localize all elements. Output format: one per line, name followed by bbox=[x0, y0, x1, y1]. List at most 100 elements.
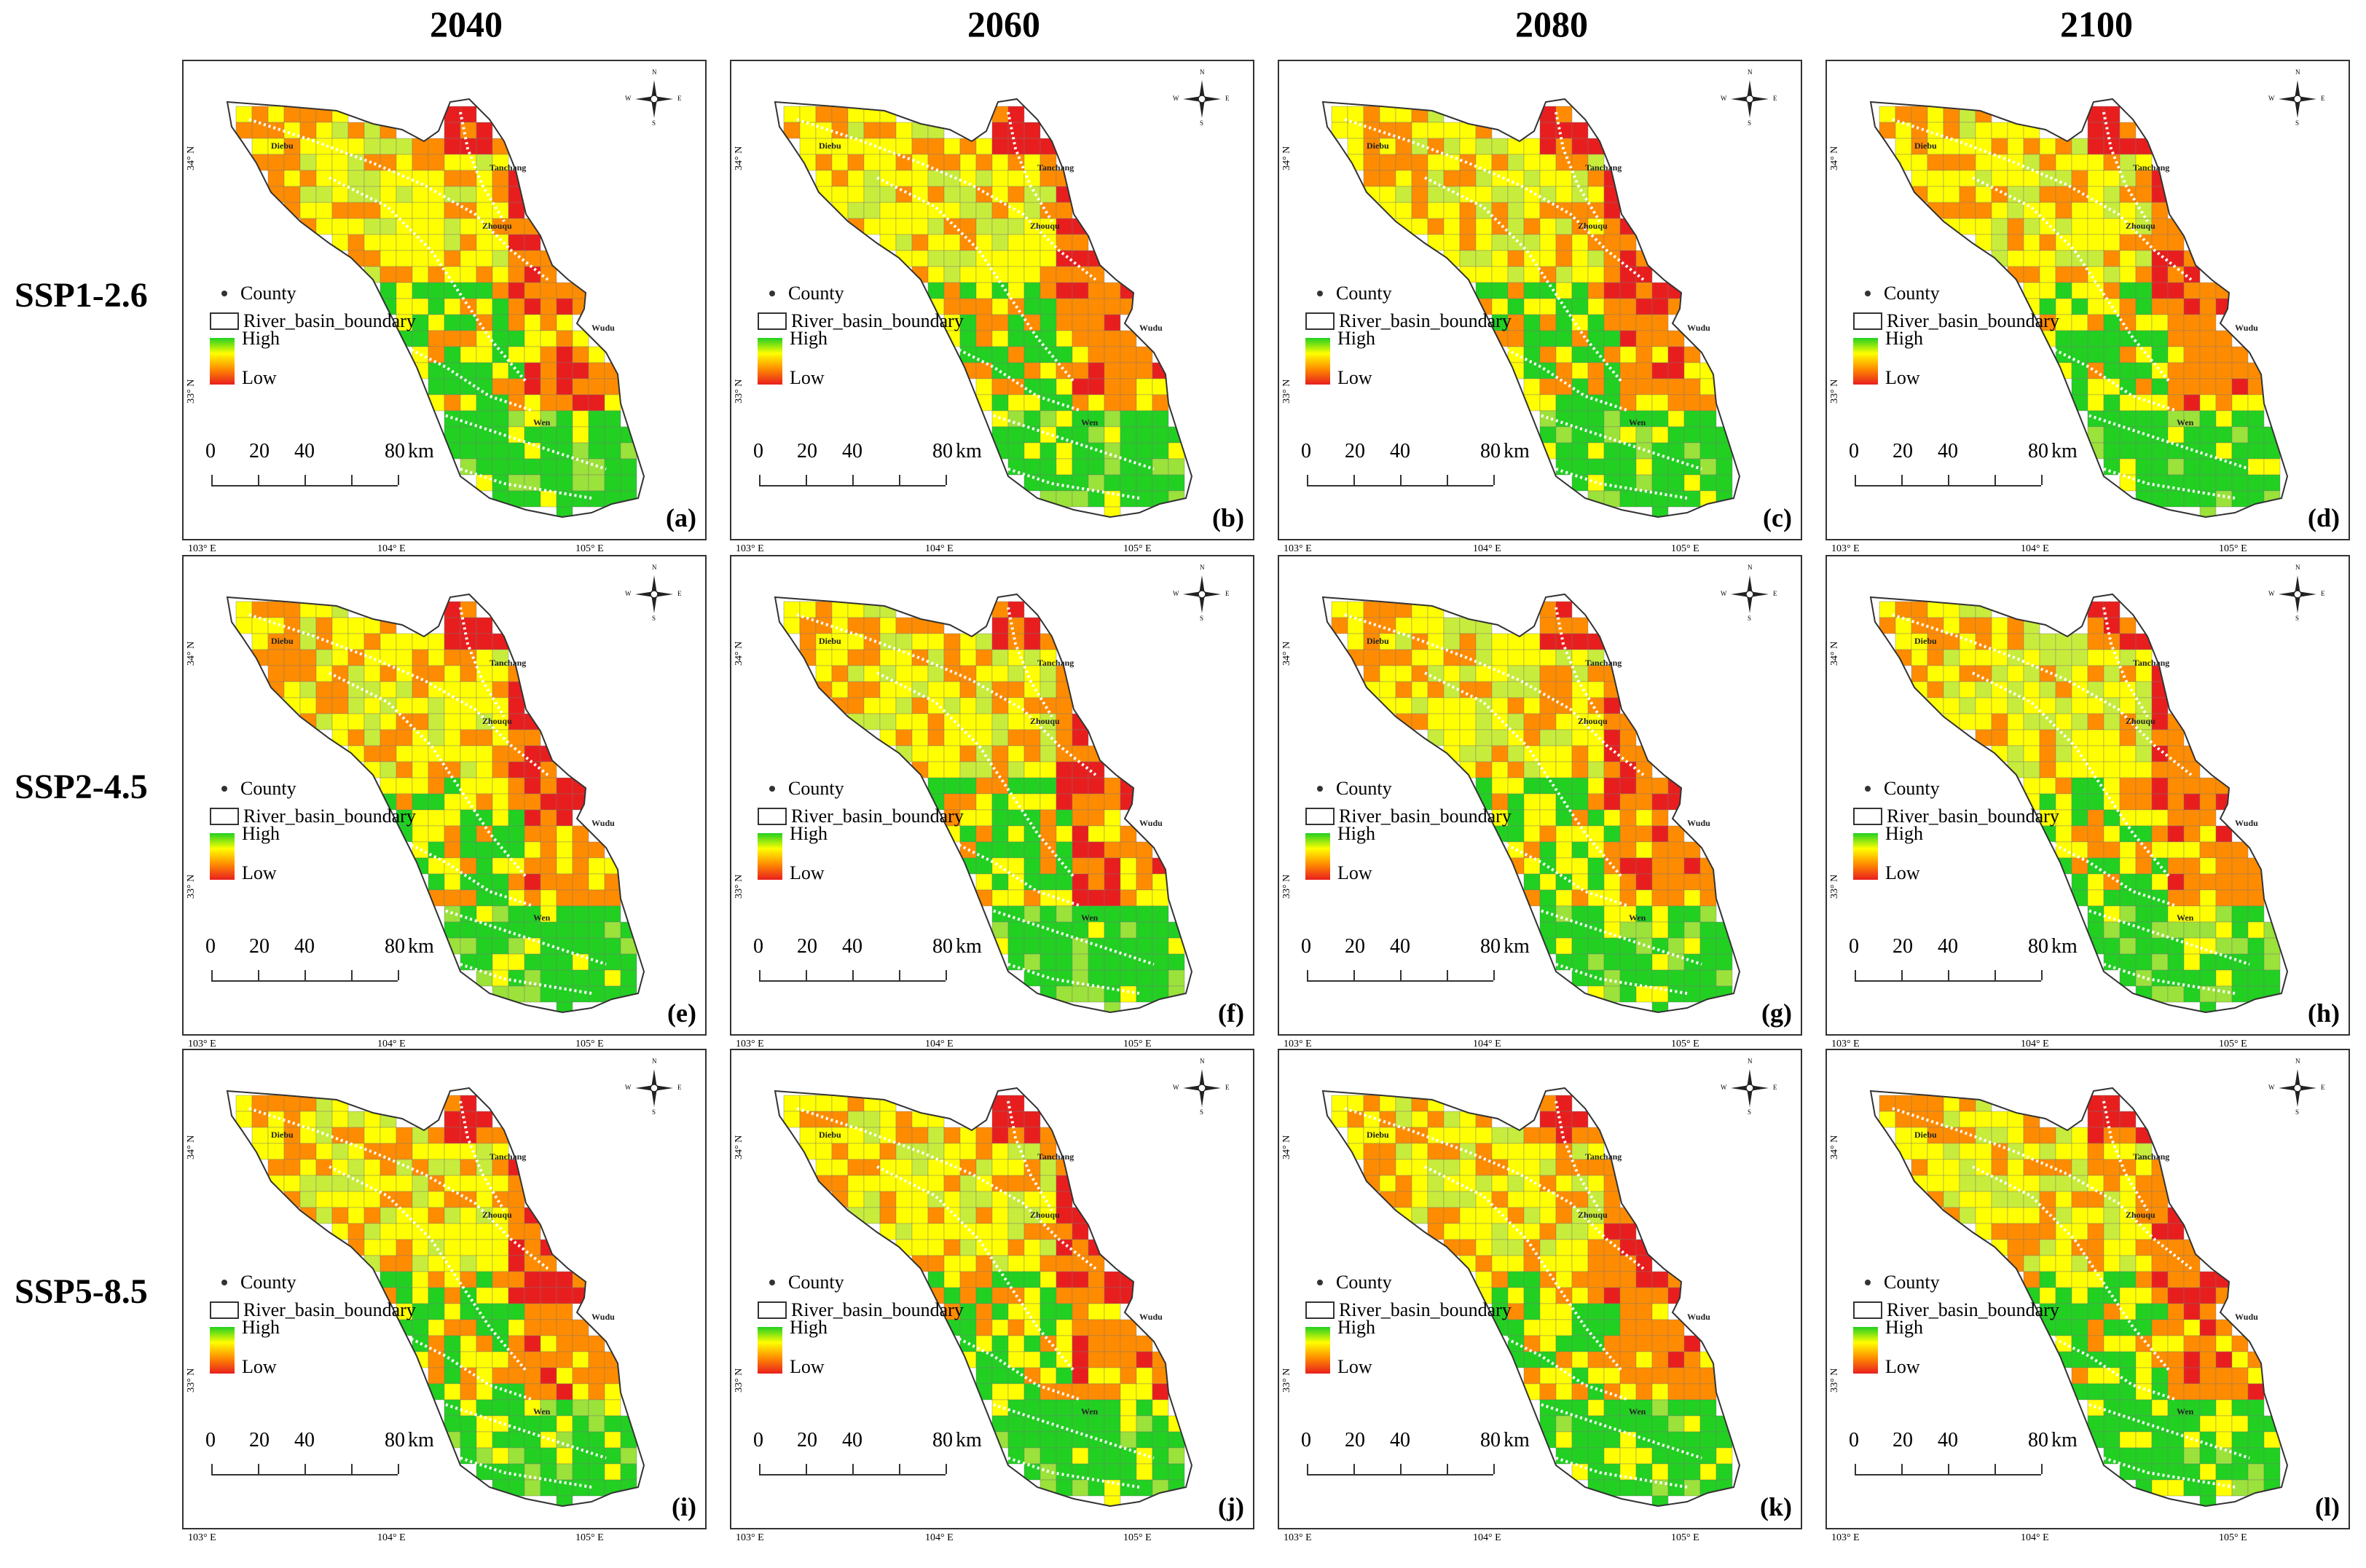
subbasin-cell bbox=[2135, 442, 2153, 460]
row-header-ssp2-45: SSP2-4.5 bbox=[15, 768, 148, 806]
subbasin-cell bbox=[1683, 1367, 1701, 1384]
subbasin-cell bbox=[444, 1383, 461, 1400]
subbasin-cell bbox=[2119, 1463, 2137, 1481]
subbasin-cell bbox=[363, 202, 381, 219]
subbasin-cell bbox=[556, 1431, 573, 1449]
subbasin-cell bbox=[524, 809, 541, 827]
subbasin-cell bbox=[2199, 394, 2217, 411]
subbasin-cell bbox=[1507, 1191, 1525, 1208]
subbasin-cell bbox=[1136, 921, 1153, 939]
subbasin-cell bbox=[540, 1415, 557, 1433]
compass-letter-e: E bbox=[2321, 1084, 2325, 1091]
subbasin-cell bbox=[1152, 905, 1169, 923]
subbasin-cell bbox=[959, 170, 977, 187]
subbasin-cell bbox=[331, 218, 349, 235]
subbasin-cell bbox=[1619, 426, 1637, 444]
town-label-diebu: Diebu bbox=[271, 1130, 294, 1140]
subbasin-cell bbox=[588, 857, 605, 875]
subbasin-cell bbox=[2167, 921, 2185, 939]
subbasin-cell bbox=[991, 841, 1009, 859]
subbasin-cell bbox=[2039, 1207, 2056, 1224]
subbasin-cell bbox=[476, 1335, 493, 1352]
subbasin-cell bbox=[1007, 713, 1025, 730]
subbasin-cell bbox=[2055, 154, 2072, 171]
subbasin-cell bbox=[1539, 633, 1557, 650]
subbasin-cell bbox=[315, 633, 333, 650]
subbasin-cell bbox=[556, 1271, 573, 1288]
subbasin-cell bbox=[2039, 649, 2056, 666]
river-line bbox=[1555, 963, 1688, 995]
subbasin-cell bbox=[927, 218, 945, 235]
subbasin-cell bbox=[460, 266, 477, 283]
subbasin-cell bbox=[975, 138, 993, 155]
subbasin-cell bbox=[815, 681, 833, 698]
subbasin-cell bbox=[1072, 921, 1089, 939]
subbasin-cell bbox=[2087, 1111, 2104, 1128]
subbasin-cell bbox=[2039, 202, 2056, 219]
subbasin-cell bbox=[1104, 442, 1121, 460]
legend-gradient: High Low bbox=[210, 823, 416, 884]
subbasin-cell bbox=[1943, 170, 1960, 187]
subbasin-cell bbox=[1427, 122, 1445, 139]
subbasin-cell bbox=[556, 1367, 573, 1384]
subbasin-cell bbox=[2151, 330, 2169, 347]
subbasin-cell bbox=[1152, 937, 1169, 955]
scale-tick bbox=[398, 970, 399, 980]
subbasin-cell bbox=[1507, 1223, 1525, 1240]
subbasin-cell bbox=[508, 474, 525, 492]
subbasin-cell bbox=[2087, 1383, 2104, 1400]
subbasin-cell bbox=[299, 617, 317, 634]
subbasin-cell bbox=[1555, 1159, 1573, 1176]
subbasin-cell bbox=[460, 665, 477, 682]
subbasin-cell bbox=[396, 154, 413, 171]
subbasin-cell bbox=[1539, 234, 1557, 251]
subbasin-cell bbox=[2183, 1303, 2201, 1320]
subbasin-cell bbox=[1056, 410, 1073, 428]
subbasin-cell bbox=[588, 394, 605, 411]
subbasin-cell bbox=[927, 1127, 945, 1144]
subbasin-cell bbox=[412, 1143, 429, 1160]
subbasin-cell bbox=[380, 250, 397, 267]
town-label-tanchang: Tanchang bbox=[1037, 162, 1074, 173]
subbasin-cell bbox=[2183, 1415, 2201, 1433]
subbasin-cell bbox=[1927, 1191, 1944, 1208]
subbasin-cell bbox=[1619, 474, 1637, 492]
subbasin-cell bbox=[1667, 969, 1685, 987]
subbasin-cell bbox=[847, 170, 865, 187]
compass-letter-n: N bbox=[1748, 564, 1753, 571]
subbasin-cell bbox=[1571, 362, 1589, 379]
scale-label: 20 bbox=[1345, 935, 1365, 958]
scale-label: 20 bbox=[1345, 440, 1365, 462]
subbasin-cell bbox=[2135, 937, 2153, 955]
subbasin-cell bbox=[1571, 1111, 1589, 1128]
legend-low-label: Low bbox=[1885, 367, 1920, 388]
subbasin-cell bbox=[540, 362, 557, 379]
subbasin-cell bbox=[331, 202, 349, 219]
subbasin-cell bbox=[1443, 234, 1461, 251]
scale-tick bbox=[211, 475, 213, 485]
subbasin-cell bbox=[2199, 793, 2217, 811]
subbasin-cell bbox=[2023, 138, 2040, 155]
subbasin-cell bbox=[1943, 1143, 1960, 1160]
subbasin-cell bbox=[1072, 298, 1089, 315]
subbasin-cell bbox=[524, 1271, 541, 1288]
subbasin-cell bbox=[2103, 713, 2121, 730]
subbasin-cell bbox=[1943, 665, 1960, 682]
subbasin-cell bbox=[1651, 857, 1669, 875]
subbasin-cell bbox=[1571, 1239, 1589, 1256]
subbasin-cell bbox=[1056, 1431, 1073, 1449]
subbasin-cell bbox=[396, 713, 413, 730]
subbasin-cell bbox=[1959, 1191, 1976, 1208]
compass-letter-s: S bbox=[1200, 615, 1204, 622]
subbasin-cell bbox=[2007, 202, 2024, 219]
subbasin-cell bbox=[540, 1239, 557, 1256]
legend-gradient: High Low bbox=[1305, 823, 1512, 884]
subbasin-cell bbox=[1136, 969, 1153, 987]
subbasin-cell bbox=[524, 793, 541, 811]
subbasin-cell bbox=[267, 1175, 285, 1192]
subbasin-cell bbox=[1975, 1175, 1992, 1192]
legend-high-label: High bbox=[242, 823, 280, 844]
subbasin-cell bbox=[911, 1191, 929, 1208]
subbasin-cell bbox=[1491, 649, 1509, 666]
subbasin-cell bbox=[396, 250, 413, 267]
